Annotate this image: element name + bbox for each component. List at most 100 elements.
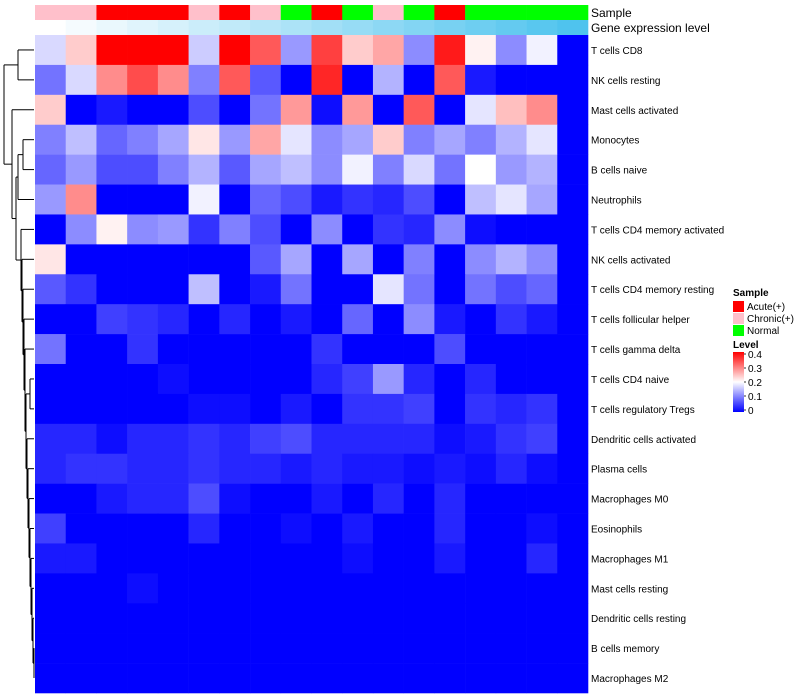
- heatmap-cell: [372, 94, 404, 126]
- heatmap-cell: [188, 513, 220, 544]
- heatmap-cell: [495, 64, 527, 96]
- heatmap-cell: [219, 274, 251, 305]
- heatmap-cell: [157, 453, 189, 484]
- heatmap-cell: [311, 603, 343, 634]
- sample-annotation-cell: [495, 5, 527, 20]
- heatmap-cell: [434, 423, 466, 455]
- heatmap-cell: [35, 393, 67, 425]
- heatmap-cell: [526, 513, 558, 544]
- heatmap-cell: [495, 274, 527, 305]
- heatmap-cell: [342, 274, 374, 305]
- expression-annotation-cell: [495, 20, 527, 35]
- expression-annotation-cell: [280, 20, 312, 35]
- heatmap-cell: [250, 393, 282, 425]
- heatmap-cell: [219, 483, 251, 514]
- heatmap-cell: [250, 184, 282, 215]
- heatmap-cell: [342, 364, 374, 395]
- legend-level-title: Level: [733, 340, 759, 351]
- heatmap-cell: [372, 35, 404, 66]
- heatmap-cell: [403, 64, 435, 96]
- row-label: B cells memory: [591, 644, 659, 655]
- heatmap-cell: [311, 214, 343, 245]
- heatmap-cell: [465, 543, 497, 574]
- heatmap-cell: [188, 184, 220, 215]
- heatmap-cell: [96, 334, 128, 365]
- heatmap-cell: [96, 633, 128, 664]
- row-label: Eosinophils: [591, 525, 642, 536]
- legend-sample-swatch: [733, 301, 744, 312]
- heatmap-cell: [557, 393, 589, 425]
- heatmap-cell: [434, 364, 466, 395]
- heatmap-cell: [495, 214, 527, 245]
- heatmap-cell: [526, 364, 558, 395]
- heatmap-cell: [465, 633, 497, 664]
- heatmap-cell: [403, 423, 435, 455]
- heatmap-cell: [557, 663, 589, 694]
- row-label: NK cells resting: [591, 76, 660, 87]
- heatmap-cell: [372, 663, 404, 694]
- heatmap-cell: [127, 633, 159, 664]
- heatmap-cell: [434, 633, 466, 664]
- heatmap-cell: [372, 274, 404, 305]
- heatmap-cell: [65, 274, 97, 305]
- heatmap-cell: [280, 334, 312, 365]
- row-labels: T cells CD8 NK cells resting Mast cells ac…: [591, 46, 724, 685]
- heatmap-cell: [495, 483, 527, 514]
- heatmap-cell: [311, 124, 343, 155]
- heatmap-cell: [157, 334, 189, 365]
- heatmap-cell: [188, 543, 220, 574]
- heatmap-cell: [188, 633, 220, 664]
- heatmap-cell: [157, 603, 189, 634]
- heatmap-cell: [495, 364, 527, 395]
- sample-annotation-cell: [35, 5, 67, 20]
- heatmap-cell: [342, 244, 374, 275]
- heatmap-cell: [219, 573, 251, 604]
- heatmap-cell: [35, 663, 67, 694]
- heatmap-cell: [35, 154, 67, 185]
- heatmap-cell: [280, 214, 312, 245]
- sample-annotation-cell: [127, 5, 159, 20]
- heatmap-cell: [65, 94, 97, 126]
- heatmap-cell: [35, 94, 67, 126]
- heatmap-cell: [342, 423, 374, 455]
- heatmap-cell: [342, 94, 374, 126]
- heatmap-cell: [495, 423, 527, 455]
- heatmap-cell: [219, 393, 251, 425]
- heatmap-cell: [250, 513, 282, 544]
- heatmap-cell: [250, 423, 282, 455]
- heatmap-cell: [65, 184, 97, 215]
- heatmap-cell: [96, 543, 128, 574]
- heatmap-cell: [219, 94, 251, 126]
- sample-annotation-cell: [403, 5, 435, 20]
- heatmap-cell: [188, 274, 220, 305]
- heatmap-cell: [188, 304, 220, 335]
- expression-annotation-cell: [96, 20, 128, 35]
- heatmap-cell: [96, 663, 128, 694]
- heatmap-cell: [250, 154, 282, 185]
- heatmap-cell: [372, 483, 404, 514]
- heatmap-cell: [526, 633, 558, 664]
- heatmap-cell: [342, 184, 374, 215]
- heatmap-cell: [403, 214, 435, 245]
- heatmap-cell: [35, 513, 67, 544]
- heatmap-cell: [403, 35, 435, 66]
- legend-level-tick-label: 0.4: [748, 350, 762, 361]
- heatmap-cell: [495, 633, 527, 664]
- heatmap-cell: [157, 483, 189, 514]
- heatmap-cell: [372, 423, 404, 455]
- heatmap-cell: [372, 184, 404, 215]
- heatmap-cell: [219, 154, 251, 185]
- heatmap-cell: [188, 483, 220, 514]
- heatmap-cell: [280, 633, 312, 664]
- heatmap-cell: [403, 393, 435, 425]
- heatmap-cell: [219, 513, 251, 544]
- heatmap-cell: [495, 543, 527, 574]
- legend-sample-swatch: [733, 325, 744, 336]
- heatmap-cell: [127, 663, 159, 694]
- heatmap-cell: [127, 35, 159, 66]
- heatmap-cell: [311, 393, 343, 425]
- heatmap-cell: [65, 214, 97, 245]
- heatmap-cell: [65, 244, 97, 275]
- heatmap-cell: [311, 483, 343, 514]
- heatmap-cell: [35, 274, 67, 305]
